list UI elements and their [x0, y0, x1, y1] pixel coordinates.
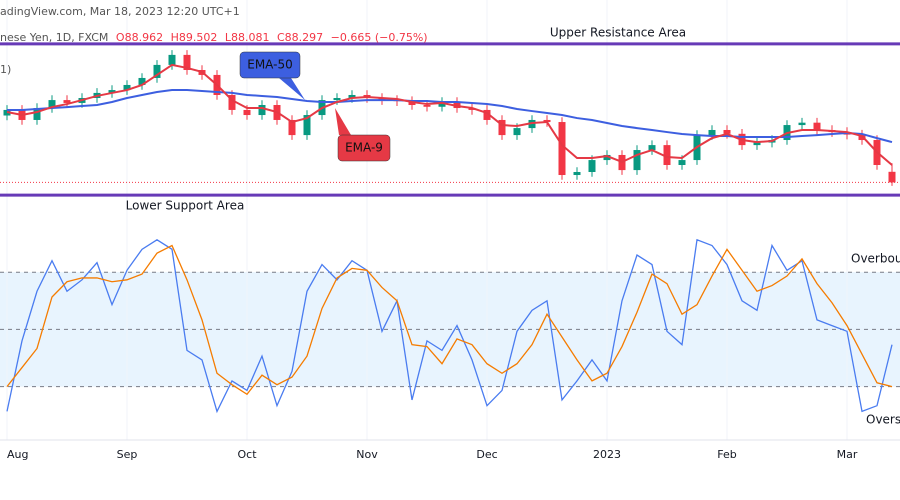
- ema-line: [6, 63, 893, 166]
- candle-body: [498, 119, 506, 136]
- candle-body: [558, 122, 566, 176]
- candle-body: [723, 129, 731, 134]
- candle-body: [168, 54, 176, 65]
- candle-body: [798, 122, 806, 126]
- chart-layer: Aug Sep Oct Nov Dec 2023 Feb Mar Overbou Overs Upp…: [0, 0, 900, 461]
- candle-body: [588, 160, 596, 172]
- zone-label: Overs: [866, 413, 900, 427]
- candle-body: [513, 128, 521, 136]
- candle-body: [813, 122, 821, 130]
- candle-body: [288, 119, 296, 136]
- candle-body: [663, 145, 671, 165]
- ohlc-close: C88.297: [277, 31, 323, 44]
- candle-body: [528, 119, 536, 129]
- ema-line: [7, 89, 893, 144]
- header-source: adingView.com, Mar 18, 2023 12:20 UTC+1: [0, 5, 240, 18]
- candle-body: [648, 145, 656, 151]
- candle-body: [753, 142, 761, 146]
- x-tick-label: Nov: [356, 448, 378, 461]
- candle-body: [378, 98, 386, 101]
- ohlc-high: H89.502: [171, 31, 218, 44]
- indicator-label: 1): [0, 63, 11, 76]
- candle-body: [678, 160, 686, 165]
- zone-label: Overbou: [851, 252, 900, 266]
- candle-body: [123, 84, 131, 91]
- candle-body: [543, 119, 551, 123]
- candle-body: [603, 154, 611, 161]
- candle-body: [573, 171, 581, 176]
- callout-pointer: [335, 108, 351, 135]
- ohlc-low: L88.081: [225, 31, 270, 44]
- callout-box: [337, 134, 391, 162]
- candle-body: [48, 100, 56, 109]
- candle-body: [438, 101, 446, 107]
- candle-body: [108, 90, 116, 93]
- x-tick-label: Aug: [7, 448, 28, 461]
- x-tick-label: Feb: [717, 448, 736, 461]
- candle-body: [183, 54, 191, 71]
- candle-body: [33, 108, 41, 120]
- candle-body: [63, 100, 71, 103]
- x-tick-label: Mar: [837, 448, 858, 461]
- candle-body: [243, 109, 251, 116]
- candle-body: [483, 109, 491, 120]
- candle-body: [348, 94, 356, 99]
- level-label: Lower Support Area: [126, 199, 245, 213]
- candle-body: [153, 64, 161, 78]
- x-tick-label: Oct: [237, 448, 257, 461]
- x-tick-label: 2023: [593, 448, 621, 461]
- callout-box: [239, 51, 301, 79]
- header-symbol: nese Yen, 1D, FXCM O88.962 H89.502 L88.0…: [0, 31, 428, 44]
- callout-pointer: [279, 78, 305, 100]
- oscillator-line: [6, 244, 893, 396]
- candle-body: [888, 171, 896, 183]
- candle-body: [138, 77, 146, 85]
- level-label: Upper Resistance Area: [550, 25, 686, 39]
- ohlc-change: −0.665 (−0.75%): [331, 31, 428, 44]
- callout-label: EMA-50: [247, 58, 292, 72]
- candle-body: [258, 105, 266, 116]
- x-tick-label: Dec: [476, 448, 497, 461]
- candle-body: [303, 115, 311, 136]
- candle-body: [228, 94, 236, 110]
- candle-body: [423, 105, 431, 107]
- candle-body: [408, 101, 416, 106]
- candle-body: [633, 150, 641, 171]
- x-tick-label: Sep: [117, 448, 138, 461]
- candle-body: [708, 129, 716, 136]
- candle-body: [333, 98, 341, 101]
- ohlc-open: O88.962: [116, 31, 163, 44]
- oscillator-line: [6, 238, 893, 414]
- callout-label: EMA-9: [345, 141, 383, 155]
- symbol: nese Yen, 1D, FXCM: [0, 31, 108, 44]
